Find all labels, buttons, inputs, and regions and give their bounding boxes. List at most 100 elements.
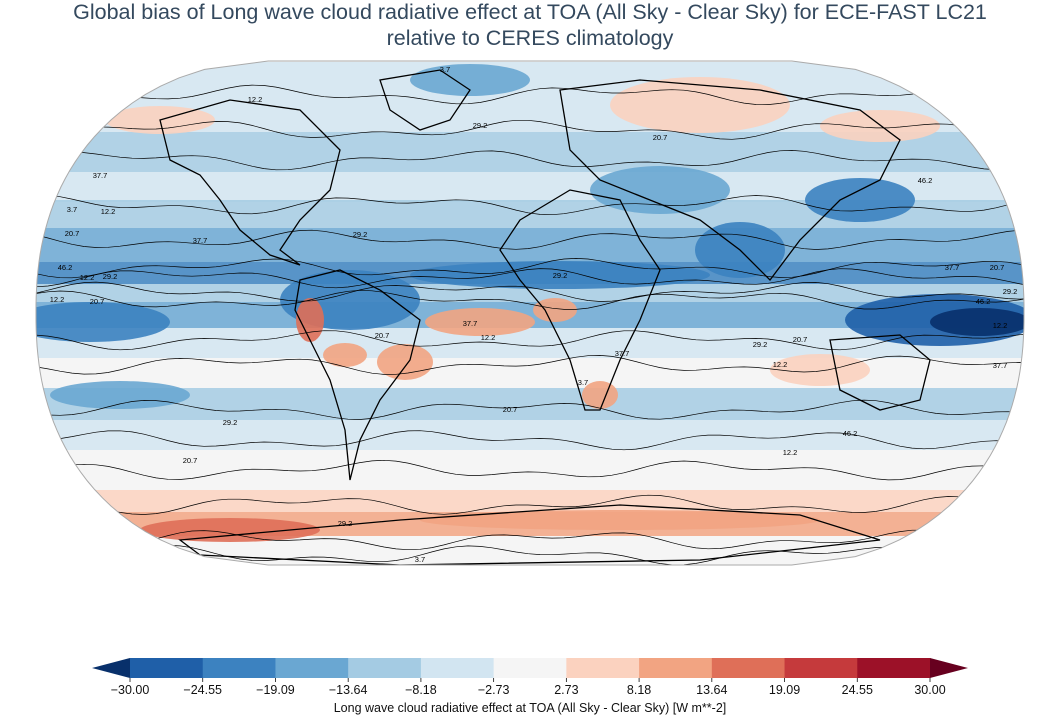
contour-label: 12.2 xyxy=(993,321,1008,330)
contour-lines xyxy=(36,84,1024,565)
colorbar-extend-low xyxy=(92,658,130,678)
coastline xyxy=(829,334,931,411)
contour-line xyxy=(36,258,1024,279)
contour-label: 3.7 xyxy=(578,378,588,387)
contour-label: 46.2 xyxy=(58,263,73,272)
colorbar-swatch xyxy=(348,658,422,678)
contour-line xyxy=(36,84,1024,105)
contour-label: 46.2 xyxy=(843,429,858,438)
bias-patch xyxy=(533,298,577,322)
bias-patch xyxy=(805,178,915,222)
colorbar-swatch xyxy=(275,658,349,678)
colorbar-extend-high xyxy=(930,658,968,678)
contour-label: 20.7 xyxy=(793,335,808,344)
bias-patch xyxy=(50,381,190,409)
contour-line xyxy=(36,150,1024,171)
colorbar-tick-label: −30.00 xyxy=(111,683,150,697)
coastline xyxy=(379,69,471,131)
contour-label: 12.2 xyxy=(481,333,496,342)
contour-label: 12.2 xyxy=(773,360,788,369)
contour-labels: 3.7 12.2 20.7 29.2 37.7 46.2 3.7 12.2 20.7 29.2 37… xyxy=(50,65,1018,564)
colorbar-tick-label: 2.73 xyxy=(554,683,578,697)
colorbar-tick-label: 8.18 xyxy=(627,683,651,697)
contour-label: 37.7 xyxy=(945,263,960,272)
colorbar-tick-label: 24.55 xyxy=(842,683,873,697)
globe-outline xyxy=(35,60,1025,566)
contour-label: 3.7 xyxy=(415,555,425,564)
coastlines xyxy=(159,69,931,565)
colorbar-swatch xyxy=(493,658,567,678)
contour-label: 29.2 xyxy=(223,418,238,427)
contour-label: 37.7 xyxy=(615,349,630,358)
contour-line xyxy=(36,281,1024,302)
contour-line xyxy=(36,494,1024,515)
bias-patch xyxy=(410,261,710,289)
colorbar-tick-label: −2.73 xyxy=(478,683,510,697)
colorbar-swatch xyxy=(784,658,858,678)
contour-label: 29.2 xyxy=(353,230,368,239)
bias-band xyxy=(36,420,1024,450)
contour-label: 29.2 xyxy=(473,121,488,130)
bias-patch xyxy=(323,343,367,367)
contour-label: 20.7 xyxy=(653,133,668,142)
coastline xyxy=(159,99,341,266)
colorbar-tick-label: 30.00 xyxy=(914,683,945,697)
colorbar-swatch xyxy=(420,658,495,678)
contour-label: 46.2 xyxy=(918,176,933,185)
contour-line xyxy=(36,119,1024,141)
colorbar-label: Long wave cloud radiative effect at TOA … xyxy=(334,701,727,715)
contour-label: 20.7 xyxy=(375,331,390,340)
colorbar-swatch xyxy=(711,658,786,678)
bias-patch xyxy=(930,308,1024,336)
contour-line xyxy=(36,268,1024,289)
contour-line xyxy=(36,355,1024,375)
colorbar-tick-label: −19.09 xyxy=(256,683,295,697)
contour-label: 46.2 xyxy=(976,297,991,306)
bias-band xyxy=(36,388,1024,420)
contour-line xyxy=(36,399,1024,420)
bias-band xyxy=(36,450,1024,490)
coastline xyxy=(178,504,881,565)
bias-patch xyxy=(770,354,870,386)
colorbar-tick-label: −13.64 xyxy=(329,683,368,697)
contour-line xyxy=(36,330,1024,351)
bias-patch xyxy=(590,166,730,214)
bias-patch xyxy=(140,518,320,542)
colorbar-tick-label: 19.09 xyxy=(769,683,800,697)
contour-line xyxy=(36,194,1024,216)
colorbar-swatch xyxy=(566,658,640,678)
colorbar-swatch xyxy=(639,658,713,678)
contour-label: 37.7 xyxy=(93,171,108,180)
bias-patch xyxy=(820,110,940,142)
bias-band xyxy=(36,228,1024,262)
contour-label: 12.2 xyxy=(248,95,263,104)
contour-label: 37.7 xyxy=(193,236,208,245)
contour-label: 37.7 xyxy=(463,319,478,328)
map-subtitle: relative to CERES climatology xyxy=(386,26,674,50)
bias-band xyxy=(36,490,1024,512)
contour-label: 20.7 xyxy=(990,263,1005,272)
contour-label: 12.2 xyxy=(80,273,95,282)
coastline xyxy=(294,269,421,481)
contour-label: 29.2 xyxy=(338,519,353,528)
contour-line xyxy=(36,289,1024,310)
contour-label: 3.7 xyxy=(440,65,450,74)
bias-patch xyxy=(425,308,535,336)
contour-label: 29.2 xyxy=(753,340,768,349)
colorbar-tick-label: −8.18 xyxy=(405,683,437,697)
contour-label: 29.2 xyxy=(1003,287,1018,296)
bias-patch xyxy=(36,302,170,342)
colorbar-swatch xyxy=(857,658,931,678)
contour-label: 12.2 xyxy=(50,295,65,304)
colorbar-tick-label: 13.64 xyxy=(696,683,727,697)
world-map: 3.7 12.2 20.7 29.2 37.7 46.2 3.7 12.2 20.7 29.2 37… xyxy=(35,60,1025,566)
contour-line xyxy=(36,229,1024,250)
contour-label: 20.7 xyxy=(183,456,198,465)
bias-patch xyxy=(420,510,820,530)
colorbar-swatch xyxy=(202,658,276,678)
coastline xyxy=(499,189,661,411)
contour-label: 12.2 xyxy=(101,207,116,216)
bias-patch xyxy=(410,64,530,96)
contour-label: 29.2 xyxy=(103,272,118,281)
